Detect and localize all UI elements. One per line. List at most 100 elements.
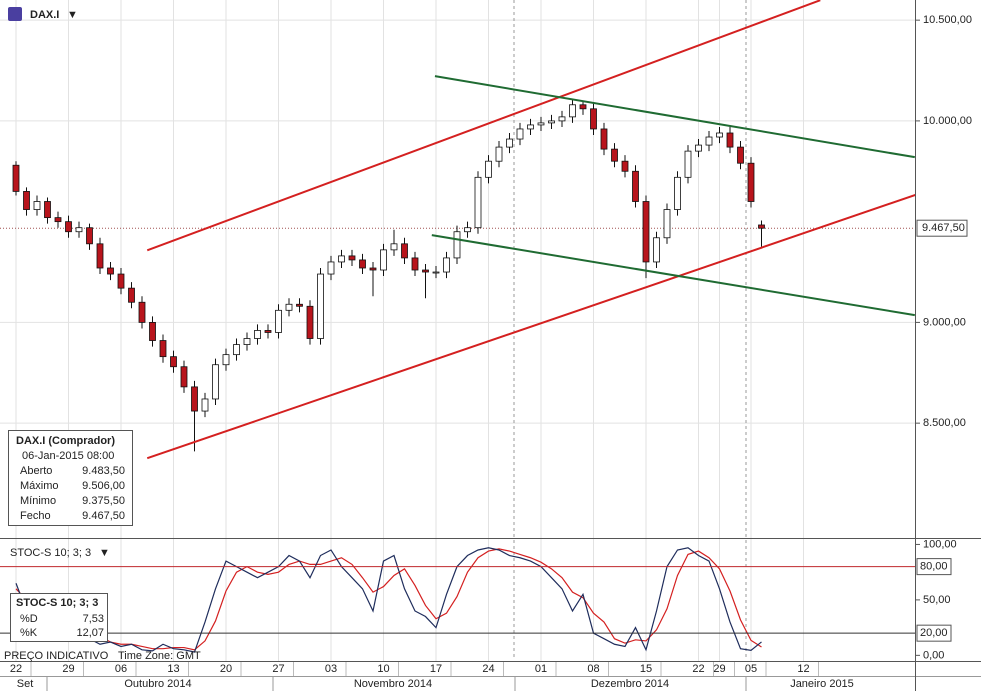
candle-body [233, 344, 240, 356]
candle-body [23, 191, 30, 210]
price-panel [0, 0, 915, 460]
y-tick-label: 10.500,00 [923, 14, 972, 26]
candle-body [422, 269, 429, 273]
trend-line [146, 0, 821, 252]
x-tick-label: 15 [640, 663, 652, 675]
candle-body [621, 160, 629, 172]
last-price-box [916, 219, 968, 237]
info-value: 9.467,50 [82, 510, 125, 522]
info-label: Aberto [20, 465, 52, 477]
candle-body [264, 330, 272, 333]
candle-body [695, 144, 702, 152]
candle-body [674, 176, 681, 210]
candle-body [117, 273, 125, 289]
legend-entries: %D 7,53 %K 12,07 [20, 613, 104, 639]
candle-body [44, 201, 51, 219]
candle-body [359, 259, 366, 269]
x-tick-label: 12 [797, 663, 809, 675]
x-tick-label: 03 [325, 663, 337, 675]
candle-body [191, 386, 198, 412]
info-datetime: 06-Jan-2015 08:00 [22, 450, 114, 462]
x-tick-label: 05 [745, 663, 757, 675]
dropdown-arrow[interactable]: ▼ [67, 9, 78, 21]
y-tick-label: 100,00 [923, 538, 957, 550]
level-label: 80,00 [920, 561, 948, 573]
month-label: Dezembro 2014 [591, 678, 669, 690]
candle-body [380, 249, 387, 271]
candle-body [684, 150, 692, 178]
candle-body [12, 164, 20, 192]
y-tick-label: 9.000,00 [923, 316, 966, 328]
candle-body [369, 267, 377, 271]
candle-body [590, 108, 597, 130]
x-tick-label: 01 [535, 663, 547, 675]
candle-body [443, 257, 450, 273]
candle-body [453, 231, 461, 259]
month-label: Set [17, 678, 34, 690]
legend-value: 12,07 [76, 627, 104, 639]
candle-body [201, 398, 209, 412]
y-tick-label: 8.500,00 [923, 417, 966, 429]
instrument-title[interactable]: DAX.I [30, 9, 59, 21]
level-box [916, 624, 952, 642]
candle-body [180, 366, 188, 388]
stoch-legend: STOC-S 10; 3; 3 %D 7,53 %K 12,07 [10, 593, 108, 642]
dropdown-arrow[interactable]: ▼ [99, 547, 110, 559]
candle-body [558, 116, 566, 122]
candle-body [149, 322, 156, 341]
x-tick-label: 10 [377, 663, 389, 675]
stoch-line [15, 547, 762, 653]
candle-body [569, 104, 576, 118]
candle-body [632, 170, 639, 202]
month-label: Novembro 2014 [354, 678, 432, 690]
candle-body [128, 287, 135, 303]
candle-body [338, 255, 345, 263]
instrument-icon[interactable] [8, 7, 22, 21]
indicator-title[interactable]: STOC-S 10; 3; 3 [10, 547, 91, 559]
candle-body [285, 303, 293, 311]
candle-body [86, 227, 93, 245]
y-tick-label: 50,00 [923, 594, 951, 606]
candle-body [212, 364, 219, 400]
candle-body [411, 257, 419, 271]
legend-value: 7,53 [83, 613, 104, 625]
x-tick-label: 27 [272, 663, 284, 675]
candle-body [75, 227, 83, 233]
x-tick-label: 20 [220, 663, 232, 675]
candle-body [170, 356, 177, 368]
candle-body [306, 305, 314, 339]
month-label: Outubro 2014 [124, 678, 191, 690]
candle-body [138, 301, 146, 323]
candle-body [527, 124, 534, 130]
candle-body [716, 132, 723, 138]
info-value: 9.375,50 [82, 495, 125, 507]
candle-body [653, 237, 660, 263]
candle-body [96, 243, 104, 269]
candle-body [758, 224, 765, 229]
info-rows: Aberto 9.483,50 Máximo 9.506,00 Mínimo 9.375,… [20, 465, 125, 522]
candle-body [243, 338, 251, 345]
candle-body [327, 261, 335, 275]
info-value: 9.506,00 [82, 480, 125, 492]
info-value: 9.483,50 [82, 465, 125, 477]
candle-body [579, 104, 587, 110]
candle-body [275, 309, 282, 333]
candle-body [495, 146, 503, 162]
candle-body [737, 146, 744, 164]
candle-body [33, 201, 41, 210]
x-tick-label: 13 [167, 663, 179, 675]
info-label: Fecho [20, 510, 51, 522]
candle-body [159, 340, 167, 358]
candle-body [54, 217, 62, 223]
note: PREÇO INDICATIVO [4, 650, 109, 662]
info-label: Máximo [20, 480, 59, 492]
x-tick-label: 22 [692, 663, 704, 675]
candle-body [254, 330, 261, 339]
candle-body [390, 243, 398, 251]
trend-line [146, 193, 915, 460]
last-price-label: 9.467,50 [922, 222, 965, 234]
candle-body [600, 128, 608, 150]
axes: 22 29 06 13 20 27 03 10 17 24 01 08 15 22 29 05 12 Set Out… [10, 14, 972, 691]
x-tick-label: 24 [482, 663, 494, 675]
